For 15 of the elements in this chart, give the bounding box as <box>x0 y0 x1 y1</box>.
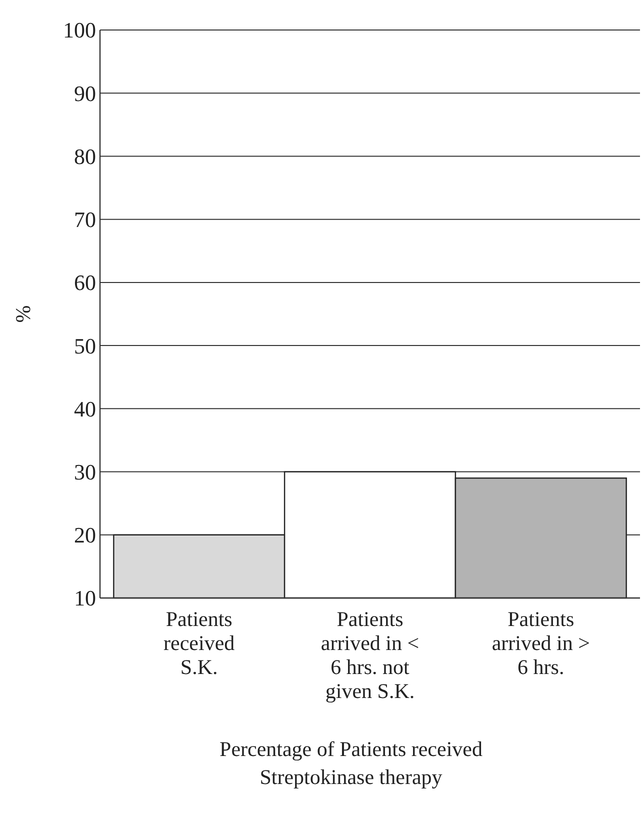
y-tick-label: 20 <box>74 522 96 548</box>
y-tick-label: 90 <box>74 80 96 106</box>
x-axis-title: Percentage of Patients received Streptokinase therapy <box>220 737 483 789</box>
y-tick-label: 60 <box>74 270 96 296</box>
x-tick-label: Patients received S.K. <box>164 607 236 679</box>
y-tick-label: 30 <box>74 459 96 484</box>
y-tick-label: 10 <box>74 586 96 611</box>
y-tick-label: 100 <box>63 18 96 43</box>
x-tick-label: Patients arrived in > 6 hrs. <box>492 607 590 679</box>
y-tick-label: 80 <box>74 144 96 169</box>
y-tick-label: 40 <box>74 396 96 422</box>
x-tick-label: Patients arrived in < 6 hrs. not given S.K. <box>320 607 420 703</box>
y-tick-label: 50 <box>74 333 96 358</box>
y-tick-label: 70 <box>74 207 96 232</box>
y-axis-title: % <box>11 305 35 323</box>
